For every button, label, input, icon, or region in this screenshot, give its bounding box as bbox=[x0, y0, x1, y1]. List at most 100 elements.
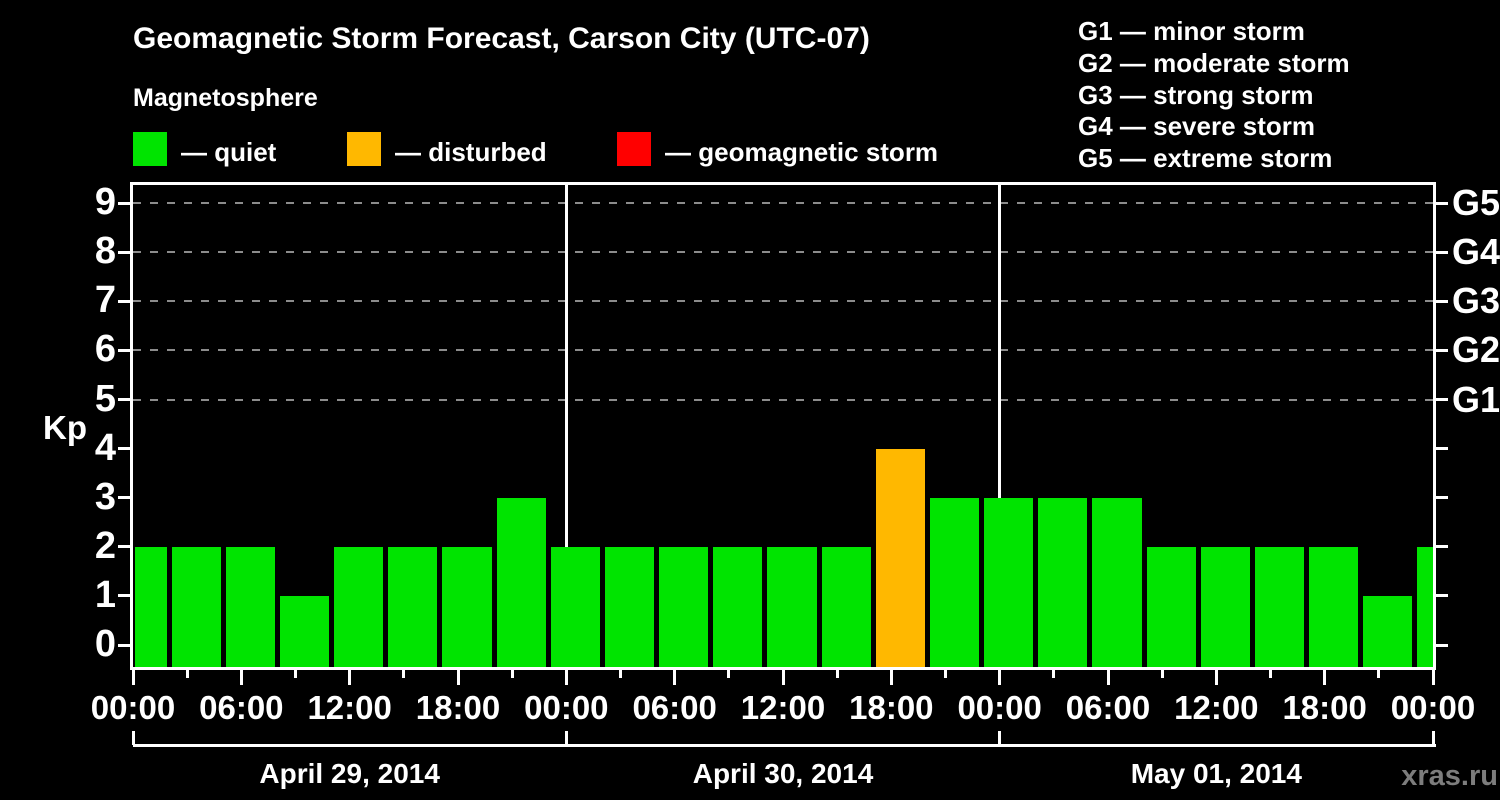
day-boundary-line bbox=[998, 185, 1002, 667]
time-tick-label: 00:00 bbox=[90, 689, 176, 726]
x-major-tick bbox=[1431, 669, 1435, 685]
y-tick-label: 0 bbox=[94, 623, 116, 665]
date-label: April 30, 2014 bbox=[692, 758, 874, 789]
x-major-tick bbox=[1214, 669, 1218, 685]
y-tick-right bbox=[1436, 299, 1448, 303]
y-tick bbox=[118, 299, 130, 303]
y-tick-right bbox=[1436, 545, 1448, 549]
g-axis-label: G4 bbox=[1452, 231, 1500, 273]
x-minor-tick bbox=[294, 669, 297, 678]
kp-bar bbox=[929, 497, 980, 667]
x-major-tick bbox=[131, 669, 135, 685]
plot-area bbox=[133, 185, 1433, 667]
date-axis-tick bbox=[998, 731, 1002, 745]
watermark: xras.ru bbox=[1401, 760, 1498, 792]
chart-subtitle: Magnetosphere bbox=[133, 84, 318, 112]
g-legend-line: G5 — extreme storm bbox=[1078, 143, 1333, 174]
y-tick-label: 1 bbox=[94, 573, 116, 616]
plot-frame bbox=[130, 182, 1436, 670]
kp-bar bbox=[134, 546, 167, 667]
kp-bar bbox=[334, 546, 384, 667]
y-tick bbox=[118, 594, 130, 598]
x-minor-tick bbox=[944, 669, 947, 678]
time-tick-label: 18:00 bbox=[1282, 689, 1367, 726]
y-tick-right bbox=[1436, 594, 1448, 598]
x-minor-tick bbox=[1160, 669, 1164, 678]
time-tick-label: 12:00 bbox=[1174, 689, 1259, 726]
kp-bar bbox=[875, 448, 925, 667]
kp-bar bbox=[225, 546, 275, 667]
y-tick bbox=[118, 545, 130, 549]
kp-bar bbox=[171, 546, 221, 667]
x-minor-tick bbox=[1377, 669, 1381, 678]
g-legend-line: G4 — severe storm bbox=[1078, 111, 1316, 142]
y-tick-label: 2 bbox=[94, 524, 116, 567]
x-major-tick bbox=[781, 669, 785, 685]
kp-bar bbox=[713, 546, 763, 667]
y-tick-label: 3 bbox=[94, 475, 116, 518]
x-major-tick bbox=[1106, 669, 1110, 685]
y-tick-label: 7 bbox=[94, 279, 116, 322]
y-tick-label: 4 bbox=[94, 426, 116, 469]
kp-bar bbox=[984, 497, 1034, 667]
time-tick-label: 00:00 bbox=[957, 689, 1042, 726]
x-minor-tick bbox=[185, 669, 189, 678]
quiet-legend-label: — quiet bbox=[181, 137, 277, 167]
y-tick-right bbox=[1436, 496, 1448, 500]
kp-bar bbox=[604, 546, 655, 667]
time-tick-label: 06:00 bbox=[632, 689, 717, 726]
g-axis-label: G3 bbox=[1452, 280, 1500, 322]
time-tick-label: 06:00 bbox=[199, 689, 284, 726]
gridline-kp5 bbox=[133, 398, 1433, 401]
gridline-kp6 bbox=[133, 349, 1433, 352]
g-axis-label: G2 bbox=[1452, 329, 1500, 371]
kp-bar bbox=[821, 546, 871, 667]
y-tick bbox=[118, 250, 130, 254]
y-tick-right bbox=[1436, 348, 1448, 352]
x-major-tick bbox=[564, 669, 568, 685]
time-tick-label: 06:00 bbox=[1065, 689, 1151, 726]
time-tick-label: 18:00 bbox=[415, 689, 501, 726]
x-major-tick bbox=[889, 669, 893, 685]
y-tick bbox=[118, 643, 130, 647]
date-label: May 01, 2014 bbox=[1130, 758, 1302, 789]
day-boundary-line bbox=[564, 185, 568, 667]
kp-bar bbox=[1363, 595, 1413, 667]
date-axis-line bbox=[133, 744, 1436, 747]
x-major-tick bbox=[456, 669, 460, 685]
x-minor-tick bbox=[1052, 669, 1056, 678]
page-title: Geomagnetic Storm Forecast, Carson City … bbox=[133, 22, 870, 55]
y-tick-right bbox=[1436, 201, 1448, 205]
g-legend-line: G2 — moderate storm bbox=[1078, 47, 1350, 78]
g-scale-legend: G1 — minor storm G2 — moderate storm G3 — … bbox=[1078, 0, 1498, 180]
kp-bar bbox=[1038, 497, 1088, 667]
kp-bar bbox=[279, 595, 330, 667]
y-tick-right bbox=[1436, 447, 1448, 451]
kp-bar bbox=[1309, 546, 1359, 667]
y-tick-label: 6 bbox=[94, 328, 116, 371]
time-tick-label: 00:00 bbox=[524, 689, 609, 726]
x-major-tick bbox=[239, 669, 243, 685]
y-tick-label: 9 bbox=[94, 181, 116, 224]
g-axis-label: G1 bbox=[1452, 378, 1500, 420]
x-minor-tick bbox=[402, 669, 406, 678]
gridline-kp9 bbox=[133, 202, 1433, 205]
kp-bar bbox=[496, 497, 546, 667]
time-tick-label: 00:00 bbox=[1390, 689, 1476, 726]
x-minor-tick bbox=[619, 669, 622, 678]
x-major-tick bbox=[998, 669, 1002, 685]
y-axis-label: Kp bbox=[43, 409, 87, 446]
kp-bar bbox=[550, 546, 600, 667]
storm-legend-label: — geomagnetic storm bbox=[665, 137, 939, 167]
y-tick-right bbox=[1436, 250, 1448, 254]
y-tick-label: 8 bbox=[94, 230, 116, 273]
kp-bar bbox=[1417, 546, 1433, 667]
y-tick bbox=[118, 496, 130, 500]
g-axis-label: G5 bbox=[1452, 182, 1500, 224]
time-tick-label: 12:00 bbox=[307, 689, 392, 726]
g-legend-line: G1 — minor storm bbox=[1078, 16, 1305, 46]
date-axis-tick bbox=[1431, 731, 1435, 745]
y-tick bbox=[118, 398, 130, 401]
g-legend-line: G3 — strong storm bbox=[1078, 79, 1314, 110]
x-minor-tick bbox=[835, 669, 839, 678]
